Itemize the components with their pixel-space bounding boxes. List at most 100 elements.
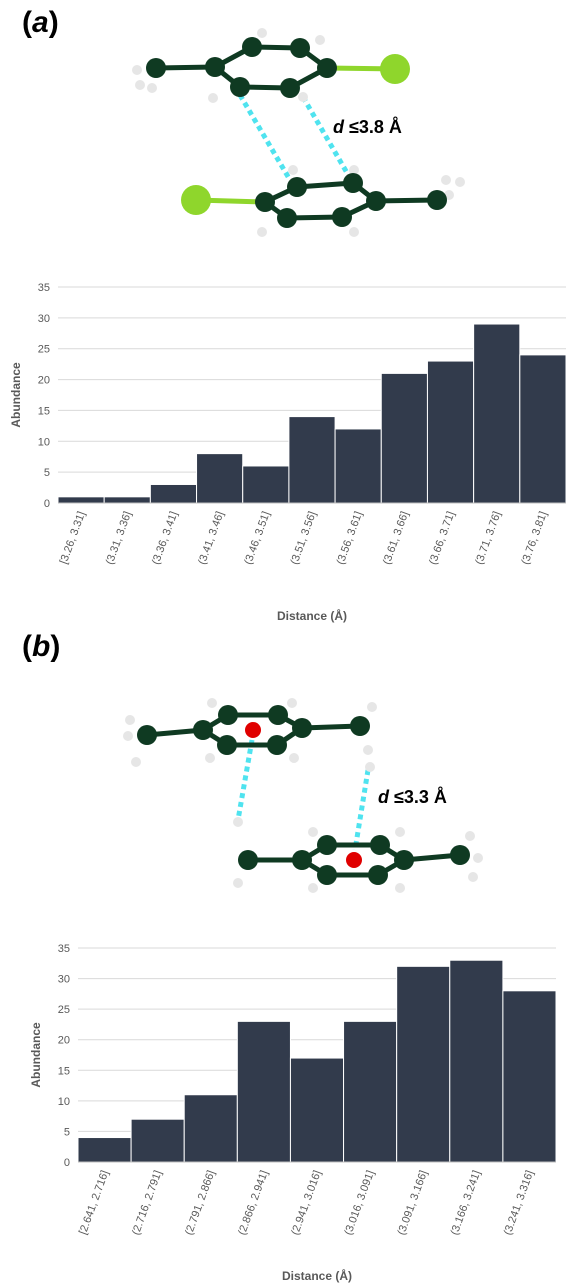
carbon-atom	[292, 718, 312, 738]
carbon-atom	[268, 705, 288, 725]
carbon-atom	[317, 58, 337, 78]
bar	[473, 323, 521, 504]
hydrogen-atom	[287, 698, 297, 708]
carbon-atom	[287, 177, 307, 197]
hydrogen-atom	[455, 177, 465, 187]
y-tick-label: 10	[38, 436, 50, 448]
bar	[130, 1118, 185, 1163]
x-tick-label: [2.641, 2.716]	[77, 1169, 111, 1236]
hydrogen-atom	[395, 827, 405, 837]
hydrogen-atom	[363, 745, 373, 755]
x-tick-label: (3.166, 3.241]	[449, 1169, 483, 1237]
carbon-atom	[217, 735, 237, 755]
hydrogen-atom	[289, 753, 299, 763]
bar	[103, 496, 151, 504]
hydrogen-atom	[473, 853, 483, 863]
bar	[449, 959, 504, 1163]
x-axis-title: Distance (Å)	[277, 608, 347, 623]
bar	[334, 428, 382, 504]
panel-a-close-paren: )	[48, 6, 59, 39]
hydrogen-atom	[367, 702, 377, 712]
hydrogen-atom	[207, 698, 217, 708]
carbon-atom	[205, 57, 225, 77]
bar	[380, 372, 428, 504]
x-tick-label: (3.41, 3.46]	[196, 510, 226, 566]
hydrogen-atom	[298, 92, 308, 102]
distance-label-b-var: d	[378, 787, 390, 807]
panel-b-label: (b)	[22, 630, 60, 664]
x-tick-label: (2.716, 2.791]	[130, 1169, 164, 1237]
y-tick-label: 35	[58, 943, 70, 955]
carbon-atom	[277, 208, 297, 228]
x-tick-label: (2.791, 2.866]	[183, 1169, 217, 1237]
x-tick-label: (3.46, 3.51]	[242, 510, 272, 566]
hydrogen-atom	[257, 227, 267, 237]
x-tick-label: (3.31, 3.36]	[104, 510, 134, 566]
hydrogen-atom	[349, 165, 359, 175]
hydrogen-atom	[468, 872, 478, 882]
ring-centroid	[346, 852, 362, 868]
carbon-atom	[450, 845, 470, 865]
bar	[396, 965, 451, 1163]
molecule-diagram-a: d ≤3.8 Å	[132, 28, 465, 237]
hydrogen-atom	[132, 65, 142, 75]
x-tick-label: (3.56, 3.61]	[335, 510, 365, 566]
panel-a-open-paren: (	[22, 6, 32, 39]
hydrogen-atom	[147, 83, 157, 93]
x-tick-label: (2.941, 3.016]	[289, 1169, 323, 1237]
carbon-atom	[290, 38, 310, 58]
y-tick-label: 0	[64, 1157, 70, 1169]
x-tick-label: (3.61, 3.66]	[381, 510, 411, 566]
x-tick-label: (3.241, 3.316]	[502, 1169, 536, 1237]
hydrogen-atom	[125, 715, 135, 725]
panel-a-letter: a	[32, 6, 49, 39]
molecule-bottom-b	[233, 817, 483, 893]
contact-lines-b	[235, 739, 371, 851]
y-tick-label: 5	[64, 1126, 70, 1138]
carbon-atom	[193, 720, 213, 740]
carbon-atom	[146, 58, 166, 78]
carbon-atom	[317, 835, 337, 855]
carbon-atom	[267, 735, 287, 755]
carbon-atom	[218, 705, 238, 725]
hydrogen-atom	[123, 731, 133, 741]
bar	[236, 1020, 291, 1163]
carbon-atom	[332, 207, 352, 227]
contact-line	[300, 95, 353, 180]
contact-line	[235, 739, 255, 821]
carbon-atom	[350, 716, 370, 736]
y-axis-title: Abundance	[29, 1022, 43, 1088]
bar	[57, 496, 105, 504]
molecule-diagram-b: d ≤3.3 Å	[123, 698, 483, 893]
carbon-atom	[292, 850, 312, 870]
x-tick-label: (3.51, 3.56]	[289, 510, 319, 566]
bar	[242, 465, 290, 504]
carbon-atom	[238, 850, 258, 870]
y-tick-label: 20	[38, 375, 50, 387]
chlorine-atom	[380, 54, 410, 84]
x-tick-label: [3.26, 3.31]	[58, 510, 88, 566]
bar	[343, 1020, 398, 1163]
carbon-atom	[368, 865, 388, 885]
x-tick-label: (3.76, 3.81]	[519, 510, 549, 566]
bar	[149, 483, 198, 504]
y-tick-label: 0	[44, 498, 50, 510]
x-axis-title: Distance (Å)	[282, 1268, 352, 1283]
carbon-atom	[366, 191, 386, 211]
bar	[519, 354, 566, 504]
bar	[289, 1057, 345, 1163]
y-tick-label: 15	[38, 405, 50, 417]
x-tick-label: (3.016, 3.091]	[342, 1169, 376, 1237]
distance-label-a-rest: ≤3.8 Å	[344, 117, 402, 137]
carbon-atom	[343, 173, 363, 193]
hydrogen-atom	[395, 883, 405, 893]
bar	[183, 1094, 238, 1163]
bar	[196, 453, 244, 504]
y-tick-label: 25	[38, 344, 50, 356]
distance-label-a: d ≤3.8 Å	[333, 117, 402, 137]
y-tick-label: 20	[58, 1035, 70, 1047]
hydrogen-atom	[288, 165, 298, 175]
hydrogen-atom	[349, 227, 359, 237]
carbon-atom	[137, 725, 157, 745]
x-tick-label: (3.36, 3.41]	[150, 510, 180, 566]
